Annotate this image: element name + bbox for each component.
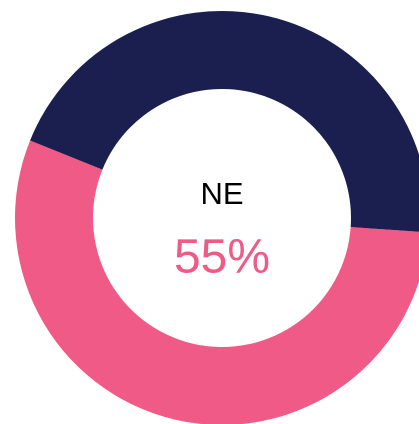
slice xyxy=(15,140,419,424)
center-value: 55% xyxy=(174,231,270,284)
slices xyxy=(15,11,419,424)
center-label: NE xyxy=(200,176,243,211)
slice xyxy=(30,11,419,232)
